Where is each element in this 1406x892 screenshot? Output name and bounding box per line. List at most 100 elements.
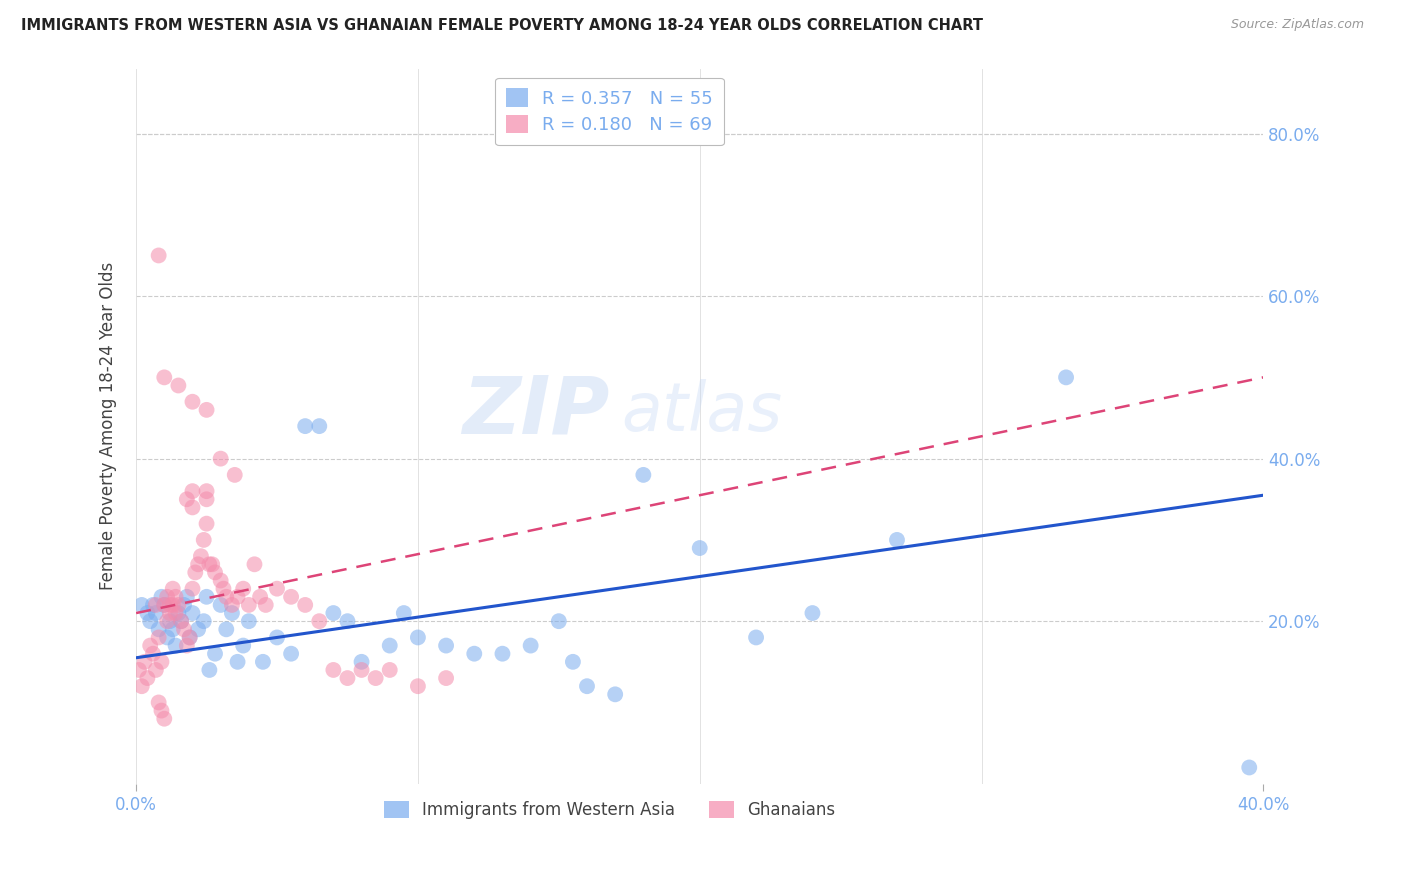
Point bbox=[308, 614, 330, 628]
Point bbox=[148, 631, 170, 645]
Point bbox=[181, 500, 204, 515]
Point bbox=[336, 614, 359, 628]
Point bbox=[204, 647, 226, 661]
Point bbox=[179, 631, 201, 645]
Point bbox=[181, 484, 204, 499]
Point bbox=[193, 614, 215, 628]
Point bbox=[322, 606, 344, 620]
Point bbox=[145, 606, 167, 620]
Y-axis label: Female Poverty Among 18-24 Year Olds: Female Poverty Among 18-24 Year Olds bbox=[100, 262, 117, 591]
Text: atlas: atlas bbox=[621, 379, 782, 445]
Point bbox=[142, 598, 165, 612]
Point bbox=[212, 582, 235, 596]
Point bbox=[689, 541, 711, 555]
Point bbox=[167, 598, 190, 612]
Point bbox=[209, 451, 232, 466]
Point bbox=[232, 639, 254, 653]
Point bbox=[170, 614, 193, 628]
Point bbox=[198, 558, 221, 572]
Point bbox=[139, 614, 162, 628]
Point bbox=[266, 582, 288, 596]
Point bbox=[204, 566, 226, 580]
Point bbox=[350, 663, 373, 677]
Point bbox=[392, 606, 415, 620]
Point bbox=[159, 606, 181, 620]
Point bbox=[128, 663, 150, 677]
Point bbox=[193, 533, 215, 547]
Point bbox=[322, 663, 344, 677]
Point bbox=[148, 623, 170, 637]
Point bbox=[280, 590, 302, 604]
Point bbox=[249, 590, 271, 604]
Point bbox=[167, 378, 190, 392]
Point bbox=[364, 671, 387, 685]
Point bbox=[434, 671, 457, 685]
Point bbox=[181, 394, 204, 409]
Point bbox=[280, 647, 302, 661]
Point bbox=[195, 590, 218, 604]
Point bbox=[406, 679, 429, 693]
Point bbox=[336, 671, 359, 685]
Point bbox=[136, 671, 159, 685]
Point bbox=[243, 558, 266, 572]
Point bbox=[221, 606, 243, 620]
Point bbox=[153, 712, 176, 726]
Point bbox=[159, 614, 181, 628]
Point bbox=[195, 484, 218, 499]
Point bbox=[575, 679, 598, 693]
Point bbox=[136, 606, 159, 620]
Point bbox=[232, 582, 254, 596]
Point bbox=[238, 614, 260, 628]
Point bbox=[148, 696, 170, 710]
Point bbox=[148, 248, 170, 262]
Point bbox=[195, 492, 218, 507]
Point bbox=[266, 631, 288, 645]
Point bbox=[350, 655, 373, 669]
Point bbox=[150, 590, 173, 604]
Point bbox=[198, 663, 221, 677]
Point bbox=[145, 598, 167, 612]
Point bbox=[156, 614, 179, 628]
Point bbox=[131, 679, 153, 693]
Point bbox=[165, 639, 187, 653]
Point bbox=[170, 614, 193, 628]
Point bbox=[308, 419, 330, 434]
Point bbox=[209, 598, 232, 612]
Point bbox=[294, 419, 316, 434]
Point bbox=[176, 590, 198, 604]
Point bbox=[195, 402, 218, 417]
Point bbox=[224, 467, 246, 482]
Point bbox=[406, 631, 429, 645]
Point bbox=[215, 623, 238, 637]
Point bbox=[176, 639, 198, 653]
Point bbox=[156, 631, 179, 645]
Point bbox=[153, 370, 176, 384]
Point bbox=[162, 623, 184, 637]
Legend: Immigrants from Western Asia, Ghanaians: Immigrants from Western Asia, Ghanaians bbox=[377, 794, 842, 825]
Point bbox=[1239, 760, 1261, 774]
Point bbox=[226, 590, 249, 604]
Point bbox=[150, 704, 173, 718]
Point bbox=[195, 516, 218, 531]
Point bbox=[378, 639, 401, 653]
Point bbox=[187, 558, 209, 572]
Point bbox=[226, 655, 249, 669]
Point bbox=[167, 606, 190, 620]
Point bbox=[156, 590, 179, 604]
Point bbox=[254, 598, 277, 612]
Text: ZIP: ZIP bbox=[463, 373, 610, 450]
Point bbox=[173, 598, 195, 612]
Point bbox=[176, 492, 198, 507]
Point bbox=[745, 631, 768, 645]
Point bbox=[131, 598, 153, 612]
Text: Source: ZipAtlas.com: Source: ZipAtlas.com bbox=[1230, 18, 1364, 31]
Point bbox=[491, 647, 513, 661]
Point bbox=[150, 655, 173, 669]
Point bbox=[162, 582, 184, 596]
Text: IMMIGRANTS FROM WESTERN ASIA VS GHANAIAN FEMALE POVERTY AMONG 18-24 YEAR OLDS CO: IMMIGRANTS FROM WESTERN ASIA VS GHANAIAN… bbox=[21, 18, 983, 33]
Point bbox=[238, 598, 260, 612]
Point bbox=[547, 614, 569, 628]
Point bbox=[153, 598, 176, 612]
Point bbox=[221, 598, 243, 612]
Point bbox=[886, 533, 908, 547]
